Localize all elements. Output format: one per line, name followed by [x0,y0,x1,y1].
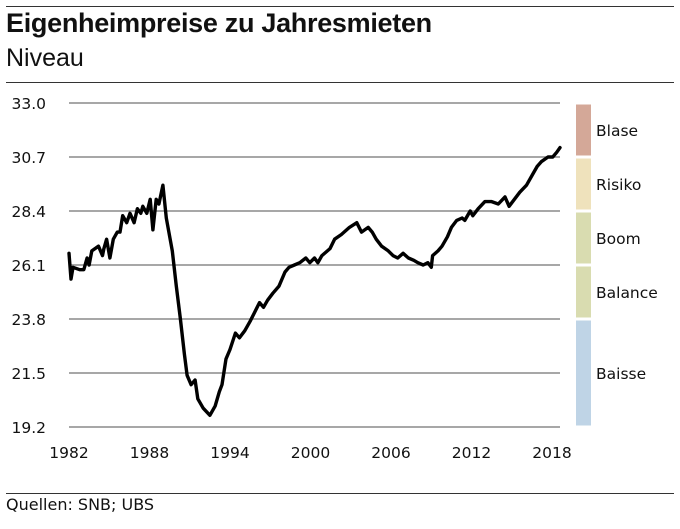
x-tick-label: 1982 [49,444,88,462]
x-tick-label: 1988 [130,444,169,462]
x-tick-label: 2012 [452,444,491,462]
series-line [67,145,562,417]
footer-rule [6,493,674,494]
band-label-risiko: Risiko [596,176,641,194]
band-swatch-baisse [576,320,591,426]
valuation-bands-legend: Blase Risiko Boom Balance Baisse [576,104,658,426]
y-axis-ticks: 33.0 30.7 28.4 26.1 23.8 21.5 19.2 [11,95,46,437]
band-swatch-boom [576,212,591,264]
band-label-baisse: Baisse [596,365,646,383]
chart-subtitle: Niveau [6,44,84,72]
y-tick-label: 19.2 [11,419,46,437]
band-swatch-balance [576,266,591,318]
y-tick-label: 30.7 [11,149,46,167]
x-axis-ticks: 1982 1988 1994 2000 2006 2012 2018 [49,444,571,462]
top-rule [6,6,674,7]
band-label-blase: Blase [596,122,638,140]
gridlines [69,102,560,428]
y-tick-label: 33.0 [11,95,46,113]
band-swatch-blase [576,104,591,156]
y-tick-label: 21.5 [11,365,46,383]
chart-title: Eigenheimpreise zu Jahresmieten [6,8,432,38]
source-note: Quellen: SNB; UBS [6,495,155,514]
x-tick-label: 1994 [210,444,249,462]
header-rule [6,82,674,83]
data-line [67,145,562,417]
band-swatch-risiko [576,158,591,210]
y-tick-label: 23.8 [11,311,46,329]
band-label-boom: Boom [596,230,641,248]
x-tick-label: 2000 [291,444,330,462]
x-tick-label: 2018 [532,444,571,462]
band-label-balance: Balance [596,284,658,302]
y-tick-label: 26.1 [11,257,46,275]
x-tick-label: 2006 [371,444,410,462]
y-tick-label: 28.4 [11,203,46,221]
